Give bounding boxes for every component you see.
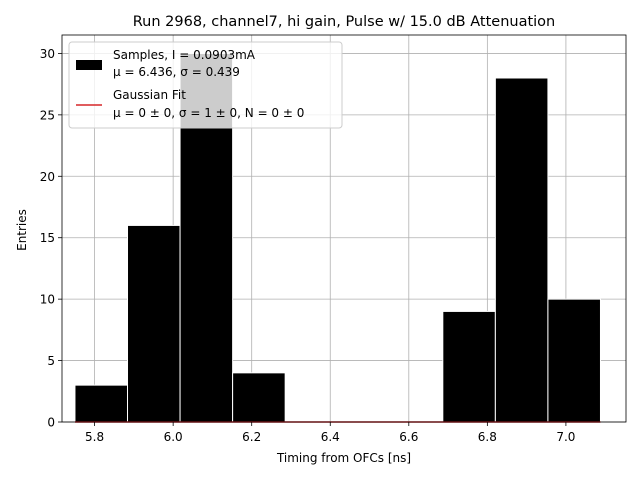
legend-fit-stats: μ = 0 ± 0, σ = 1 ± 0, N = 0 ± 0 bbox=[113, 106, 304, 120]
histogram-bar bbox=[232, 372, 286, 423]
x-tick-label: 6.0 bbox=[164, 430, 183, 444]
y-tick-label: 15 bbox=[40, 231, 55, 245]
y-tick-label: 30 bbox=[40, 47, 55, 61]
axes-frame bbox=[61, 34, 627, 423]
y-tick-label: 10 bbox=[40, 293, 55, 307]
histogram-bar bbox=[494, 77, 549, 423]
x-tick-label: 6.4 bbox=[321, 430, 340, 444]
y-tick-label: 25 bbox=[40, 108, 55, 122]
legend-fit-label: Gaussian Fit bbox=[113, 88, 186, 102]
x-tick-label: 6.2 bbox=[242, 430, 261, 444]
histogram-bar bbox=[547, 298, 601, 423]
legend-samples-swatch bbox=[76, 60, 102, 70]
histogram-bar bbox=[127, 224, 181, 423]
x-axis-label: Timing from OFCs [ns] bbox=[276, 451, 411, 465]
y-tick-label: 0 bbox=[47, 416, 55, 430]
y-axis-label: Entries bbox=[15, 209, 29, 251]
x-tick-label: 6.8 bbox=[478, 430, 497, 444]
histogram-bar bbox=[442, 310, 496, 423]
legend-samples-label: Samples, I = 0.0903mA bbox=[113, 48, 256, 62]
legend: Samples, I = 0.0903mA μ = 6.436, σ = 0.43… bbox=[68, 41, 343, 129]
x-tick-label: 7.0 bbox=[556, 430, 575, 444]
chart-title: Run 2968, channel7, hi gain, Pulse w/ 15… bbox=[133, 14, 556, 30]
x-tick-label: 6.6 bbox=[399, 430, 418, 444]
histogram-bar bbox=[74, 384, 129, 423]
histogram-bars bbox=[74, 52, 601, 423]
y-tick-label: 5 bbox=[47, 354, 55, 368]
y-axis-ticks: 0 5 10 15 20 25 30 bbox=[40, 47, 62, 430]
legend-box bbox=[68, 41, 343, 129]
x-tick-label: 5.8 bbox=[85, 430, 104, 444]
y-tick-label: 20 bbox=[40, 170, 55, 184]
x-axis-ticks: 5.8 6.0 6.2 6.4 6.6 6.8 7.0 bbox=[85, 422, 575, 444]
legend-samples-stats: μ = 6.436, σ = 0.439 bbox=[113, 65, 240, 79]
